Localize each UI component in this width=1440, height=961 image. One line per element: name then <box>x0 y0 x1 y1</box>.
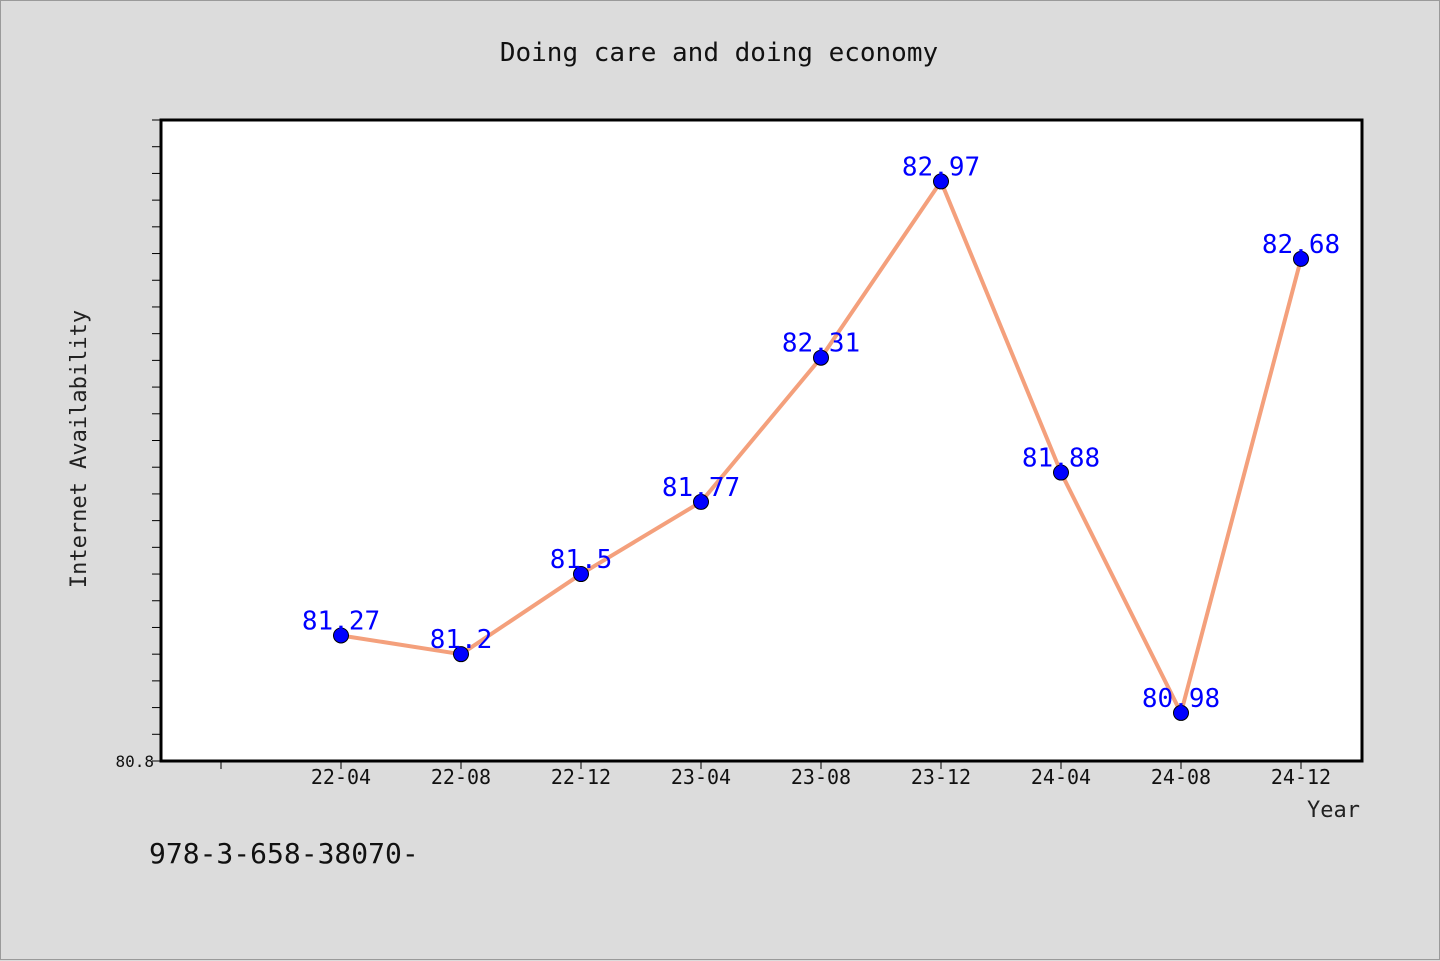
data-point <box>1293 250 1309 267</box>
markers-group <box>333 173 1309 721</box>
data-label: 81.88 <box>1022 444 1100 474</box>
data-label: 80.98 <box>1142 684 1220 714</box>
data-label: 81.77 <box>662 473 740 503</box>
x-axis-label: Year <box>1307 798 1360 823</box>
data-point <box>693 493 709 510</box>
x-tick-label: 23-12 <box>911 765 971 789</box>
data-labels-group: 81.27 81.2 81.5 81.77 82.31 82.97 81.88 80.98 82… <box>302 152 1340 713</box>
data-label: 81.27 <box>302 606 380 636</box>
data-label: 81.2 <box>430 625 493 655</box>
data-point <box>1173 704 1189 721</box>
x-tick-label: 24-04 <box>1031 765 1091 789</box>
footer-text: 978-3-658-38070- <box>149 837 419 870</box>
x-axis-ticks: 22-04 22-08 22-12 23-04 23-08 23-12 24-04 24-08… <box>220 761 1331 789</box>
chart-title: Doing care and doing economy <box>500 38 938 68</box>
x-tick-label: 23-04 <box>671 765 731 789</box>
data-point <box>453 646 469 663</box>
data-label: 81.5 <box>550 545 613 575</box>
x-tick-label: 23-08 <box>791 765 851 789</box>
plot-area <box>159 118 1364 763</box>
x-tick-label: 22-04 <box>311 765 371 789</box>
data-label: 82.31 <box>782 329 860 359</box>
data-point <box>1053 464 1069 481</box>
y-axis-label: Internet Availability <box>67 310 92 588</box>
y-tick-label: 80.8 <box>115 752 154 771</box>
x-tick-label: 24-08 <box>1151 765 1211 789</box>
data-label: 82.68 <box>1262 230 1340 260</box>
data-point <box>933 173 949 190</box>
x-tick-label: 22-08 <box>431 765 491 789</box>
data-point <box>333 627 349 644</box>
y-axis-ticks <box>152 119 161 762</box>
x-tick-label: 24-12 <box>1271 765 1331 789</box>
data-point <box>573 566 589 583</box>
data-label: 82.97 <box>902 152 980 182</box>
data-point <box>813 349 829 366</box>
x-tick-label: 22-12 <box>551 765 611 789</box>
